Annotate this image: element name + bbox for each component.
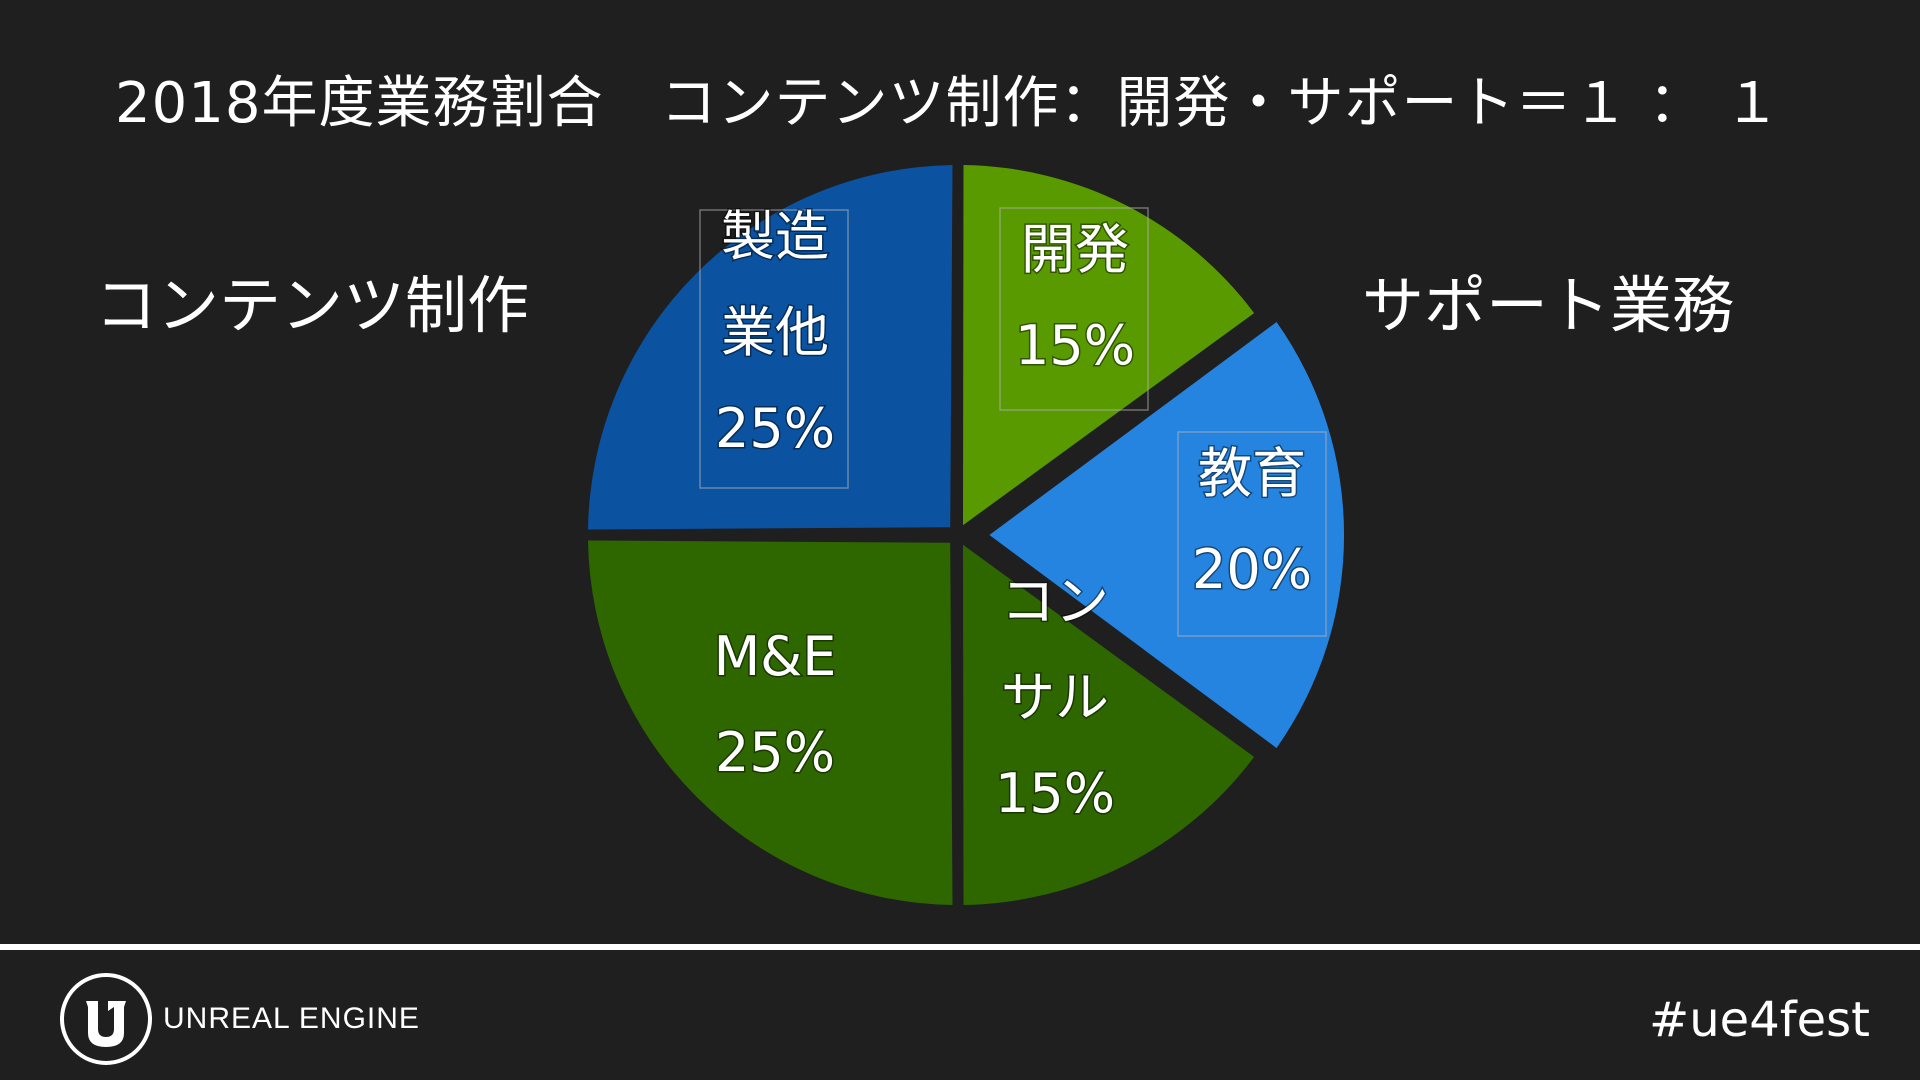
pie-slice-3 <box>962 544 1255 905</box>
unreal-engine-brand: UNREAL ENGINE <box>163 1002 420 1035</box>
unreal-engine-logo-icon <box>60 973 152 1065</box>
slice-percent-label-2: 20% <box>1192 538 1312 601</box>
slice-category-label-5: 製造 <box>721 205 829 268</box>
event-hashtag: #ue4fest <box>1649 992 1870 1048</box>
content-production-label: コンテンツ制作 <box>95 269 530 342</box>
slice-category-label-4: M&E <box>714 625 837 688</box>
pie-slice-2 <box>989 321 1345 749</box>
slice-label-box-1 <box>999 207 1149 411</box>
slice-percent-label-3: 15% <box>995 762 1115 825</box>
slice-category-label-5: 業他 <box>721 301 829 364</box>
slice-category-label-3: コン <box>1001 570 1109 633</box>
pie-slice-5 <box>588 165 953 530</box>
slice-label-box-2 <box>1177 431 1327 637</box>
slice-label-box-5 <box>699 209 849 489</box>
footer-divider <box>0 944 1920 950</box>
slice-category-label-2: 教育 <box>1198 442 1306 505</box>
pie-slice-4 <box>588 540 953 905</box>
slice-percent-label-4: 25% <box>715 721 835 784</box>
pie-slice-1 <box>962 165 1255 526</box>
support-business-label: サポート業務 <box>1362 269 1735 342</box>
slide-title: 2018年度業務割合 コンテンツ制作：開発・サポート＝１ ： １ <box>115 71 1782 136</box>
slice-percent-label-5: 25% <box>715 397 835 460</box>
slice-percent-label-1: 15% <box>1015 314 1135 377</box>
slice-category-label-1: 開発 <box>1021 218 1129 281</box>
slice-category-label-3: サル <box>1001 666 1109 729</box>
